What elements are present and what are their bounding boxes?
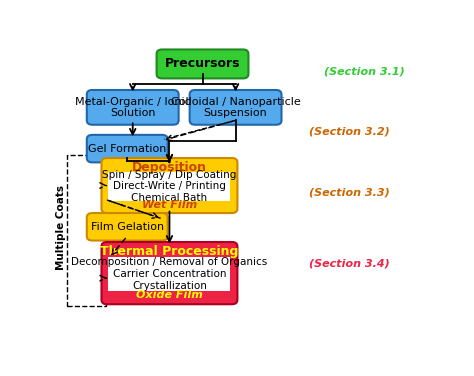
FancyBboxPatch shape: [190, 90, 282, 125]
Text: Precursors: Precursors: [165, 58, 240, 70]
Text: Film Gelation: Film Gelation: [91, 222, 164, 232]
Text: Spin / Spray / Dip Coating
Direct-Write / Printing
Chemical Bath: Spin / Spray / Dip Coating Direct-Write …: [102, 170, 237, 203]
FancyBboxPatch shape: [101, 158, 237, 213]
Text: Deposition: Deposition: [132, 161, 207, 173]
Bar: [109, 257, 230, 291]
Text: Multiple Coats: Multiple Coats: [56, 185, 66, 270]
FancyBboxPatch shape: [101, 242, 237, 304]
Text: (Section 3.2): (Section 3.2): [309, 127, 390, 137]
FancyBboxPatch shape: [156, 50, 248, 79]
Text: (Section 3.3): (Section 3.3): [309, 188, 390, 198]
Text: (Section 3.1): (Section 3.1): [324, 66, 404, 76]
Text: Gel Formation: Gel Formation: [88, 144, 166, 154]
Text: (Section 3.4): (Section 3.4): [309, 259, 390, 269]
Text: Oxide Film: Oxide Film: [136, 290, 203, 300]
FancyBboxPatch shape: [87, 135, 168, 162]
Text: Colloidal / Nanoparticle
Suspension: Colloidal / Nanoparticle Suspension: [171, 97, 301, 118]
Text: Wet Film: Wet Film: [142, 200, 197, 210]
Text: Decomposition / Removal of Organics
Carrier Concentration
Crystallization: Decomposition / Removal of Organics Carr…: [71, 257, 268, 291]
Text: Metal-Organic / Ionic
Solution: Metal-Organic / Ionic Solution: [75, 97, 191, 118]
Bar: [109, 171, 230, 201]
Text: Thermal Processing: Thermal Processing: [100, 245, 238, 258]
FancyBboxPatch shape: [87, 213, 168, 241]
FancyBboxPatch shape: [87, 90, 179, 125]
